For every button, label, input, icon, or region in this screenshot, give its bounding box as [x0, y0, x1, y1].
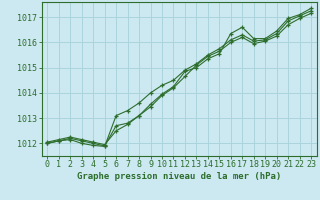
- X-axis label: Graphe pression niveau de la mer (hPa): Graphe pression niveau de la mer (hPa): [77, 172, 281, 181]
